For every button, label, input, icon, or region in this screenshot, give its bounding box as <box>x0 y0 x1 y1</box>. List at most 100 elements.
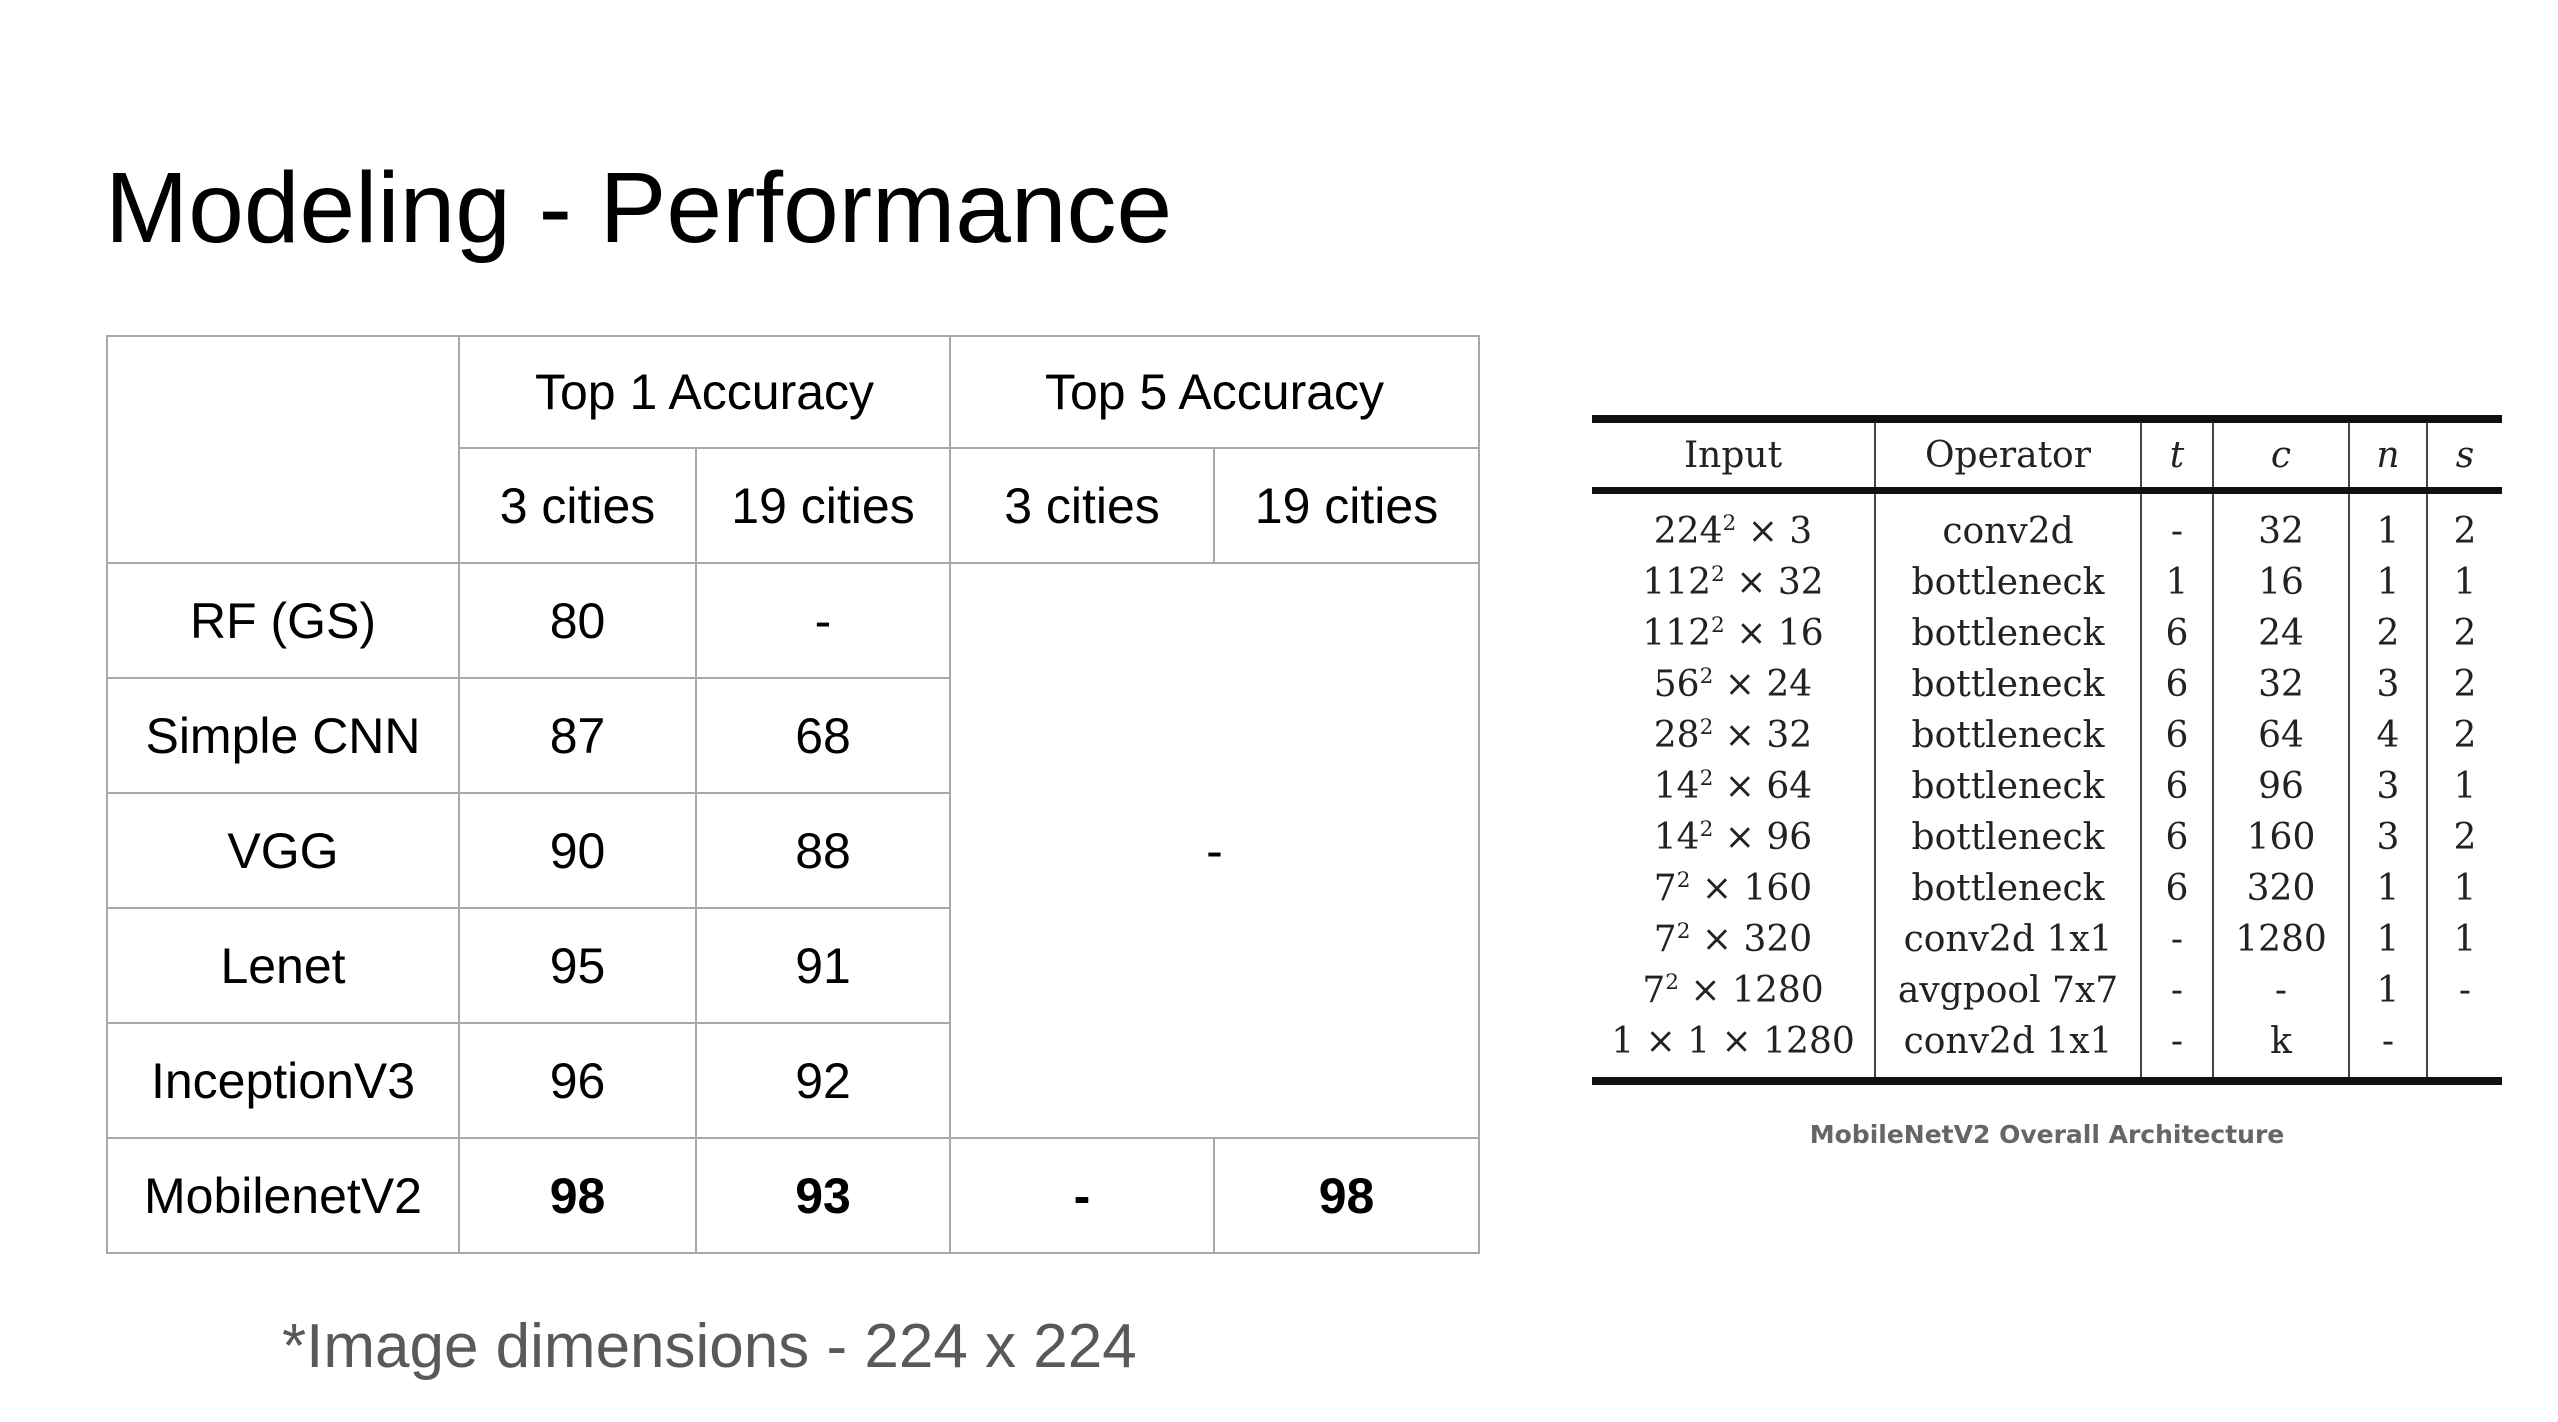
input-exponent: 2 <box>1699 766 1714 792</box>
arch-s-cell: 2 <box>2453 613 2477 654</box>
arch-n-cell: 3 <box>2349 659 2428 710</box>
arch-n-cell: 1 <box>2349 494 2428 557</box>
input-base: 112 <box>1642 562 1712 603</box>
arch-n-cell: 1 <box>2349 965 2428 1016</box>
arch-s-cell: 1 <box>2453 919 2477 960</box>
input-base: 28 <box>1653 715 1700 756</box>
input-rest: × 16 <box>1724 613 1824 654</box>
arch-op-cell: bottleneck <box>1875 557 2142 608</box>
table-subheader-row: 3 cities 19 cities 3 cities 19 cities <box>107 447 1480 564</box>
arch-s-cell: 1 <box>2453 562 2477 603</box>
value-cell: 95 <box>458 907 697 1024</box>
merged-top5-cell: - <box>949 562 1480 1139</box>
arch-t-cell: 6 <box>2141 812 2214 863</box>
arch-header-row: Input Operator t c n s <box>1592 423 2502 487</box>
arch-row: 1122 × 32 bottleneck 1 16 1 1 <box>1592 557 2502 608</box>
empty-corner-cell <box>106 335 460 564</box>
value-cell: 98 <box>458 1137 697 1254</box>
arch-s-cell: 2 <box>2453 511 2477 552</box>
arch-input-cell: 72 × 160 <box>1592 863 1876 914</box>
arch-header-cell: Input <box>1592 423 1876 487</box>
input-base: 56 <box>1653 664 1700 705</box>
arch-c-cell: 16 <box>2213 557 2350 608</box>
input-rest: × 24 <box>1713 664 1813 705</box>
input-base: 7 <box>1653 919 1677 960</box>
arch-row: 72 × 1280 avgpool 7x7- -1- <box>1592 965 2502 1016</box>
model-name-cell: VGG <box>106 792 460 909</box>
arch-c-cell: - <box>2213 965 2350 1016</box>
input-rest: × 64 <box>1713 766 1813 807</box>
arch-op-cell: bottleneck <box>1875 863 2142 914</box>
input-rest: × 32 <box>1713 715 1813 756</box>
arch-op-cell: bottleneck <box>1875 608 2142 659</box>
arch-header-cell: n <box>2349 423 2428 487</box>
value-cell: 96 <box>458 1022 697 1139</box>
value-cell: 92 <box>695 1022 951 1139</box>
arch-n-cell: 3 <box>2349 812 2428 863</box>
arch-c-cell: 160 <box>2213 812 2350 863</box>
group-header-top5: Top 5 Accuracy <box>949 335 1480 449</box>
input-rest: × 96 <box>1713 817 1813 858</box>
arch-header-cell: t <box>2141 423 2214 487</box>
input-base: 112 <box>1642 613 1712 654</box>
arch-input-cell: 2242 × 3 <box>1592 494 1876 557</box>
value-cell: 98 <box>1213 1137 1480 1254</box>
arch-row: 142 × 96 bottleneck 6 160 3 2 <box>1592 812 2502 863</box>
arch-row: 562 × 24 bottleneck 6 32 3 2 <box>1592 659 2502 710</box>
arch-n-cell: 4 <box>2349 710 2428 761</box>
table-header-row: Top 1 Accuracy Top 5 Accuracy <box>106 335 1480 564</box>
arch-header-cell: c <box>2213 423 2350 487</box>
architecture-table: Input Operator t c n s 2242 × 3 conv2d -32… <box>1592 423 2502 1077</box>
input-exponent: 2 <box>1711 562 1725 588</box>
table-row-best: MobilenetV2 98 93 - 98 <box>106 1137 1480 1254</box>
arch-s-cell: 1 <box>2453 766 2477 807</box>
arch-s-cell <box>2427 1016 2502 1077</box>
arch-op-cell: bottleneck <box>1875 710 2142 761</box>
arch-c-cell: 32 <box>2213 494 2350 557</box>
input-exponent: 2 <box>1676 868 1691 894</box>
arch-n-cell: 1 <box>2349 914 2428 965</box>
figure-caption: MobileNetV2 Overall Architecture <box>1809 1120 2285 1149</box>
arch-body: 2242 × 3 conv2d -32 1 2 1122 × 32 bottleneck 1 1… <box>1592 494 2502 1077</box>
input-base: 7 <box>1653 868 1677 909</box>
arch-row: 1122 × 16 bottleneck 6 24 2 2 <box>1592 608 2502 659</box>
input-base: 1 × 1 × 1280 <box>1611 1021 1855 1062</box>
arch-c-cell: 96 <box>2213 761 2350 812</box>
architecture-figure: Input Operator t c n s 2242 × 3 conv2d -32… <box>1592 415 2502 1085</box>
footnote: *Image dimensions - 224 x 224 <box>282 1312 1137 1381</box>
value-cell: - <box>949 1137 1215 1254</box>
table-row: Lenet 95 91 <box>106 907 1479 1024</box>
arch-op-cell: bottleneck <box>1875 761 2142 812</box>
arch-s-cell: 2 <box>2453 715 2477 756</box>
arch-n-cell: 3 <box>2349 761 2428 812</box>
arch-input-cell: 1122 × 16 <box>1592 608 1876 659</box>
arch-row: 2242 × 3 conv2d -32 1 2 <box>1592 494 2502 557</box>
arch-input-cell: 142 × 96 <box>1592 812 1876 863</box>
model-name-cell: MobilenetV2 <box>106 1137 460 1254</box>
arch-t-cell: - <box>2141 914 2214 965</box>
bottom-rule <box>1592 1077 2502 1085</box>
subheader-cell: 3 cities <box>458 447 697 564</box>
arch-n-cell: 2 <box>2349 608 2428 659</box>
arch-row: 282 × 32 bottleneck 6 64 4 2 <box>1592 710 2502 761</box>
arch-op-cell: avgpool 7x7 <box>1875 965 2142 1016</box>
arch-t-cell: - <box>2141 494 2214 557</box>
arch-t-cell: 6 <box>2141 863 2214 914</box>
arch-input-cell: 562 × 24 <box>1592 659 1876 710</box>
input-base: 224 <box>1653 511 1723 552</box>
input-base: 14 <box>1653 817 1700 858</box>
arch-input-cell: 282 × 32 <box>1592 710 1876 761</box>
arch-t-cell: 6 <box>2141 710 2214 761</box>
model-name-cell: Simple CNN <box>106 677 460 794</box>
table-row: RF (GS) 80 - - <box>106 562 1480 1139</box>
arch-c-cell: k <box>2213 1016 2350 1077</box>
arch-t-cell: 1 <box>2141 557 2214 608</box>
value-cell: 88 <box>695 792 951 909</box>
arch-c-cell: 320 <box>2213 863 2350 914</box>
arch-t-cell: 6 <box>2141 608 2214 659</box>
input-exponent: 2 <box>1699 817 1714 843</box>
subheader-cell: 3 cities <box>949 447 1215 564</box>
performance-table: Top 1 Accuracy Top 5 Accuracy 3 cities 1… <box>106 335 1480 1254</box>
table-row: Simple CNN 87 68 <box>106 677 1479 794</box>
arch-t-cell: - <box>2141 965 2214 1016</box>
